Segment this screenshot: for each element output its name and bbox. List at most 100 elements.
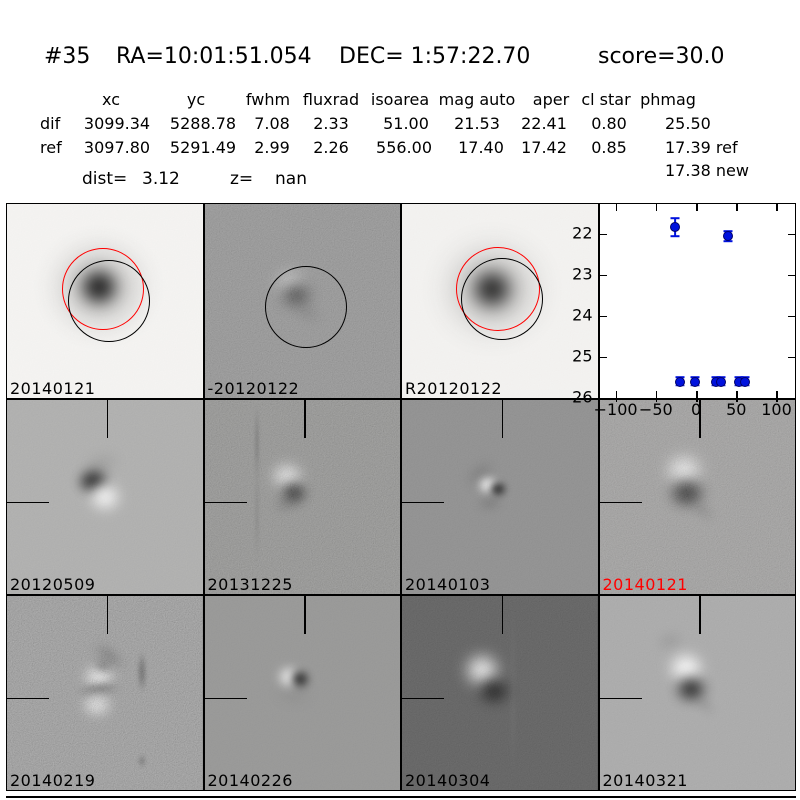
- ra-value: RA=10:01:51.054: [116, 44, 312, 69]
- cutout-diff-epoch: 20140103: [401, 399, 599, 595]
- position-tick-vertical: [699, 596, 701, 634]
- y-axis-tick: [599, 315, 607, 318]
- image-blob: [78, 690, 115, 719]
- position-tick-horizontal: [599, 501, 642, 504]
- metrics-value: 25.50: [665, 114, 711, 133]
- image-blob: [137, 649, 146, 694]
- y-tick-label: 22: [572, 223, 593, 243]
- y-tick-label: 25: [572, 346, 593, 366]
- position-tick-horizontal: [7, 697, 49, 700]
- row-label-dif: dif: [40, 114, 61, 133]
- image-blob: [289, 668, 312, 690]
- light-curve-plot: −100 −50 0 50 100 22 23 24 25 26: [572, 203, 796, 419]
- cutout-date-label: 20140121: [10, 378, 96, 398]
- cutout-date-label: 20140219: [10, 770, 96, 790]
- dist-value: 3.12: [142, 169, 180, 189]
- next-row-border: [6, 796, 796, 798]
- error-bar-cap: [670, 235, 680, 237]
- x-axis-tick: [776, 398, 778, 402]
- y-axis-tick: [788, 274, 795, 277]
- x-tick-label: −50: [638, 400, 673, 419]
- metrics-col-header: fwhm: [245, 90, 291, 109]
- position-tick-horizontal: [204, 501, 247, 504]
- y-tick-label: 23: [572, 264, 593, 284]
- position-tick-vertical: [501, 596, 504, 634]
- score-value: score=30.0: [598, 44, 725, 69]
- x-axis-tick: [736, 398, 738, 402]
- x-tick-label: −100: [593, 400, 638, 419]
- position-tick-vertical: [304, 596, 306, 634]
- image-blob: [654, 631, 685, 651]
- position-tick-vertical: [106, 596, 109, 634]
- cutout-diff-epoch: 20120509: [6, 399, 204, 595]
- metrics-value: 3099.34: [83, 114, 151, 133]
- y-axis-tick: [599, 356, 607, 359]
- metrics-value: 556.00: [376, 138, 432, 157]
- y-axis-tick: [788, 356, 795, 359]
- metrics-col-header: mag auto: [438, 90, 516, 109]
- error-bar-cap: [670, 217, 680, 219]
- metrics-value: 3097.80: [83, 138, 151, 157]
- metrics-value: 5291.49: [169, 138, 237, 157]
- x-axis-tick: [615, 204, 618, 211]
- cutout-diff-epoch: 20140219: [6, 595, 204, 791]
- metrics-value: 17.39 ref: [665, 138, 738, 157]
- position-tick-horizontal: [402, 697, 444, 700]
- metrics-value: 5288.78: [169, 114, 237, 133]
- cutout-new-image: 20140121: [6, 203, 204, 399]
- aperture-circle-black: [265, 265, 348, 348]
- y-tick-label: 26: [572, 387, 593, 407]
- row-label-ref: ref: [40, 138, 62, 157]
- image-blob: [666, 476, 709, 511]
- y-axis-tick: [599, 274, 607, 277]
- data-point: [690, 376, 701, 387]
- metrics-value: 0.80: [591, 114, 627, 133]
- data-point: [670, 221, 681, 232]
- y-axis-tick: [599, 398, 607, 400]
- cutout-ref-image: R20120122: [401, 203, 599, 399]
- x-axis-tick: [696, 398, 698, 402]
- x-axis-tick: [736, 391, 738, 398]
- image-blob: [85, 480, 124, 514]
- y-axis-tick: [788, 233, 795, 236]
- x-tick-label: 100: [761, 400, 792, 419]
- aperture-circle-black: [460, 258, 543, 341]
- metrics-col-header: xc: [102, 90, 120, 109]
- metrics-value: 21.53: [454, 114, 500, 133]
- position-tick-vertical: [106, 400, 109, 438]
- metrics-col-header: isoarea: [370, 90, 430, 109]
- cutout-date-label: -20120122: [207, 378, 300, 398]
- y-axis-tick: [788, 315, 795, 318]
- x-axis-tick: [615, 391, 618, 398]
- y-axis-tick: [788, 398, 795, 400]
- cutout-date-label: 20140321: [602, 770, 688, 790]
- metrics-col-header: fluxrad: [302, 90, 360, 109]
- metrics-col-header: aper: [532, 90, 570, 109]
- x-axis-tick: [615, 398, 618, 402]
- image-blob: [278, 479, 311, 508]
- image-blob: [275, 686, 314, 700]
- data-point: [715, 376, 726, 387]
- x-tick-label: 50: [726, 400, 747, 419]
- z-value: nan: [275, 169, 307, 189]
- cutout-grid: 20140121 -20120122 R20120122 −100 −50 0 50 1…: [6, 203, 796, 791]
- metrics-col-header: yc: [186, 90, 206, 109]
- metrics-value: 7.08: [254, 114, 290, 133]
- cutout-date-label: 20120509: [10, 574, 96, 594]
- metrics-value-new: 17.38 new: [665, 161, 749, 180]
- image-blob: [510, 596, 516, 790]
- cutout-date-label: 20140103: [405, 574, 491, 594]
- position-tick-horizontal: [599, 697, 642, 700]
- metrics-value: 51.00: [383, 114, 429, 133]
- image-blob: [271, 497, 298, 512]
- image-blob: [474, 675, 513, 707]
- x-axis-tick: [736, 204, 738, 211]
- metrics-value: 0.85: [591, 138, 627, 157]
- image-blob: [255, 402, 260, 483]
- metrics-value: 17.40: [458, 138, 504, 157]
- z-label: z=: [230, 169, 254, 189]
- dist-label: dist=: [82, 169, 128, 189]
- x-axis-tick: [696, 391, 698, 398]
- candidate-id: #35: [44, 44, 91, 69]
